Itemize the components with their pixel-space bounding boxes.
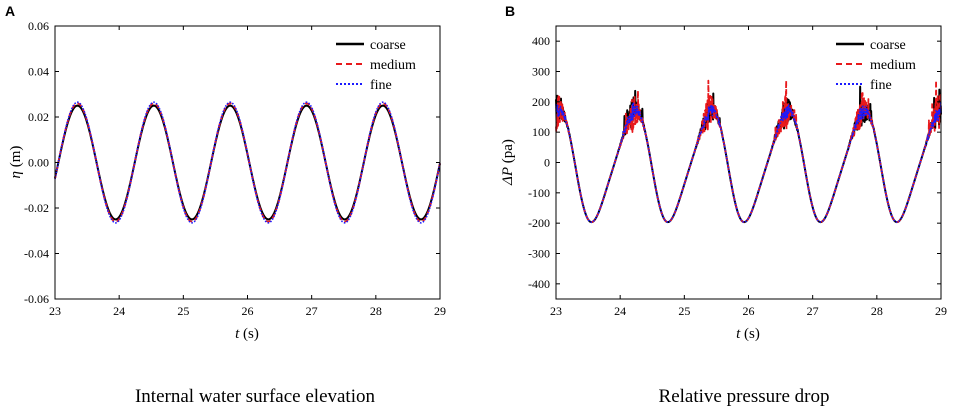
panel-b-xlabel: t (s) bbox=[736, 326, 760, 342]
panel-a-series-fine bbox=[54, 101, 441, 224]
panel-a-xtick-label: 26 bbox=[242, 304, 254, 318]
panel-b-xtick-label: 28 bbox=[871, 304, 883, 318]
panel-a-ticks: 23 24 25 26 27 28 29 0.06 0.04 0.02 0.00 -0.02 -0.04… bbox=[24, 19, 446, 318]
legend-b-medium-label: medium bbox=[870, 58, 916, 73]
panel-b-xtick-label: 26 bbox=[743, 304, 755, 318]
panel-a-ytick-label: 0.00 bbox=[28, 156, 49, 170]
panel-b-series bbox=[555, 79, 942, 224]
panel-a-xtick-label: 24 bbox=[113, 304, 125, 318]
panel-b-ytick-label: -200 bbox=[528, 216, 550, 230]
panel-b-ytick-label: -100 bbox=[528, 186, 550, 200]
panel-a: A 23 24 25 26 27 28 29 0.06 0.04 0.02 0.00 -0.02 -0.… bbox=[5, 3, 446, 407]
panel-b-series-medium bbox=[555, 79, 942, 223]
panel-a-legend: coarse medium fine bbox=[336, 38, 416, 93]
panel-b-letter: B bbox=[505, 3, 515, 19]
panel-b-series-fine bbox=[555, 101, 942, 223]
panel-b: B 23 24 25 26 27 28 29 400 300 200 100 0 -100 -200 -30… bbox=[500, 3, 947, 407]
panel-b-ytick-label: 200 bbox=[532, 95, 550, 109]
panel-b-xtick-label: 23 bbox=[550, 304, 562, 318]
legend-a-coarse-label: coarse bbox=[370, 38, 406, 53]
panel-b-ytick-label: 300 bbox=[532, 65, 550, 79]
panel-a-series-medium bbox=[54, 102, 441, 223]
panel-a-ytick-label: -0.02 bbox=[24, 201, 49, 215]
panel-a-xtick-label: 23 bbox=[49, 304, 61, 318]
panel-b-xtick-label: 29 bbox=[935, 304, 947, 318]
panel-b-xtick-label: 24 bbox=[614, 304, 626, 318]
legend-b-fine-label: fine bbox=[870, 78, 892, 93]
panel-a-letter: A bbox=[5, 3, 15, 19]
legend-b-coarse-label: coarse bbox=[870, 38, 906, 53]
panel-a-ytick-label: -0.06 bbox=[24, 292, 49, 306]
panel-b-ytick-label: 100 bbox=[532, 125, 550, 139]
panel-a-caption: Internal water surface elevation bbox=[135, 386, 376, 407]
panel-b-ytick-label: -300 bbox=[528, 247, 550, 261]
panel-a-ytick-label: -0.04 bbox=[24, 247, 49, 261]
panel-a-ytick-label: 0.02 bbox=[28, 110, 49, 124]
panel-b-xtick-label: 25 bbox=[678, 304, 690, 318]
panel-a-xlabel: t (s) bbox=[235, 326, 259, 342]
panel-b-series-coarse bbox=[555, 85, 942, 224]
panel-a-xtick-label: 25 bbox=[177, 304, 189, 318]
panel-a-ytick-label: 0.04 bbox=[28, 65, 49, 79]
panel-b-ytick-label: 0 bbox=[544, 156, 550, 170]
panel-b-ytick-label: -400 bbox=[528, 277, 550, 291]
panel-b-caption: Relative pressure drop bbox=[659, 386, 830, 407]
panel-a-xtick-label: 29 bbox=[434, 304, 446, 318]
legend-a-fine-label: fine bbox=[370, 78, 392, 93]
legend-a-medium-label: medium bbox=[370, 58, 416, 73]
panel-a-series-coarse bbox=[54, 104, 441, 221]
panel-b-ticks: 23 24 25 26 27 28 29 400 300 200 100 0 -100 -200 -300 -… bbox=[528, 26, 947, 318]
panel-a-xtick-label: 28 bbox=[370, 304, 382, 318]
panel-b-legend: coarse medium fine bbox=[836, 38, 916, 93]
panel-a-ylabel: η (m) bbox=[8, 146, 24, 179]
panel-a-ytick-label: 0.06 bbox=[28, 19, 49, 33]
panel-b-ylabel: ΔP (pa) bbox=[500, 139, 516, 186]
panel-a-series bbox=[54, 101, 441, 224]
panel-a-xtick-label: 27 bbox=[306, 304, 318, 318]
panel-b-ytick-label: 400 bbox=[532, 34, 550, 48]
panel-b-xtick-label: 27 bbox=[807, 304, 819, 318]
